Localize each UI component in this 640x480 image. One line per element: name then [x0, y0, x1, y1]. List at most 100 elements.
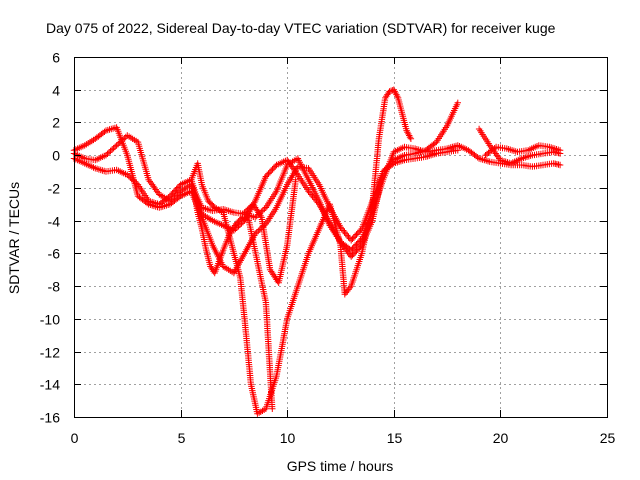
data-point — [350, 250, 357, 257]
data-point — [341, 228, 348, 236]
data-point — [229, 225, 236, 232]
data-point — [227, 228, 234, 236]
data-point — [431, 140, 439, 147]
y-tick-label: -14 — [40, 377, 60, 393]
data-point — [121, 135, 128, 142]
data-point — [305, 188, 312, 195]
data-point — [454, 147, 461, 154]
data-point — [102, 152, 110, 159]
data-point — [350, 234, 357, 241]
series-track-8 — [482, 142, 564, 159]
data-point — [130, 177, 137, 184]
y-tick-label: -8 — [48, 279, 61, 295]
plot-frame — [74, 57, 608, 418]
data-point — [353, 231, 360, 238]
y-axis-label: SDTVAR / TECUs — [6, 182, 22, 294]
data-point — [293, 170, 300, 177]
data-point — [309, 192, 316, 200]
y-tick-label: -2 — [48, 181, 61, 197]
ticks: 0 5 10 15 20 25 -16 -14 -12 -10 -8 -6 -4 -2 0 2 4 6 — [40, 50, 616, 447]
y-tick-label: -4 — [48, 214, 61, 230]
data-point — [107, 147, 114, 155]
y-tick-label: 4 — [52, 83, 60, 99]
x-tick-label: 0 — [71, 430, 79, 446]
y-tick-label: 0 — [52, 148, 60, 164]
data-point — [353, 247, 360, 255]
data-point — [101, 128, 108, 135]
data-point — [168, 196, 175, 203]
x-axis-label: GPS time / hours — [287, 458, 394, 474]
data-point — [253, 206, 260, 213]
data-point — [118, 138, 125, 145]
data-point — [255, 227, 262, 235]
data-point — [389, 161, 396, 168]
data-point — [269, 405, 276, 412]
y-tick-label: 2 — [52, 115, 60, 131]
data-point — [174, 190, 181, 198]
data-point — [292, 176, 299, 183]
data-point — [147, 179, 155, 187]
data-point — [349, 252, 356, 259]
data-point — [251, 202, 258, 210]
data-point — [256, 210, 263, 218]
x-tick-label: 20 — [493, 430, 509, 446]
data-point — [261, 205, 268, 213]
x-tick-label: 10 — [280, 430, 296, 446]
data-point — [344, 287, 351, 295]
data-point — [131, 178, 139, 185]
y-tick-label: -6 — [48, 246, 61, 262]
y-tick-label: 6 — [52, 50, 60, 66]
data-point — [405, 130, 412, 138]
data-point — [104, 150, 111, 157]
x-tick-label: 25 — [600, 430, 616, 446]
data-point — [173, 185, 180, 193]
data-point — [346, 284, 354, 291]
y-tick-label: -16 — [40, 410, 60, 426]
data-point — [169, 195, 177, 202]
data-point — [264, 171, 271, 179]
data-point — [242, 215, 249, 223]
data-point — [343, 246, 350, 254]
data-point — [171, 193, 178, 200]
data-point — [115, 140, 122, 148]
data-point — [166, 197, 174, 205]
data-point — [133, 180, 140, 187]
data-point — [170, 188, 178, 195]
data-point — [268, 167, 275, 174]
data-point — [174, 184, 182, 191]
data-point — [151, 184, 158, 192]
data-point — [407, 135, 415, 142]
data-point — [354, 229, 361, 237]
data-point — [113, 142, 120, 149]
data-point — [253, 229, 260, 236]
data-point — [556, 161, 564, 169]
data-point — [240, 215, 248, 222]
data-point — [108, 146, 116, 153]
data-point — [124, 171, 131, 178]
data-point — [127, 174, 134, 181]
series-track-7 — [475, 125, 564, 167]
x-tick-label: 5 — [178, 430, 186, 446]
data-point — [491, 145, 498, 152]
data-point — [269, 269, 276, 277]
data-point — [105, 149, 113, 156]
data-point — [269, 166, 276, 173]
data-point — [406, 134, 414, 141]
data-point — [241, 209, 248, 216]
data-point — [242, 207, 250, 215]
series-track-5 — [190, 184, 276, 412]
data-point — [272, 274, 279, 282]
data-point — [125, 173, 132, 180]
data-point — [245, 205, 252, 212]
data-point — [175, 189, 183, 196]
data-point — [172, 192, 180, 199]
data-point — [454, 99, 461, 106]
data-point — [119, 136, 126, 143]
data-point — [308, 191, 315, 198]
data-point — [382, 94, 389, 102]
data-layer — [70, 86, 564, 417]
data-point — [116, 139, 123, 146]
x-tick-label: 15 — [387, 430, 403, 446]
data-point — [111, 143, 119, 150]
